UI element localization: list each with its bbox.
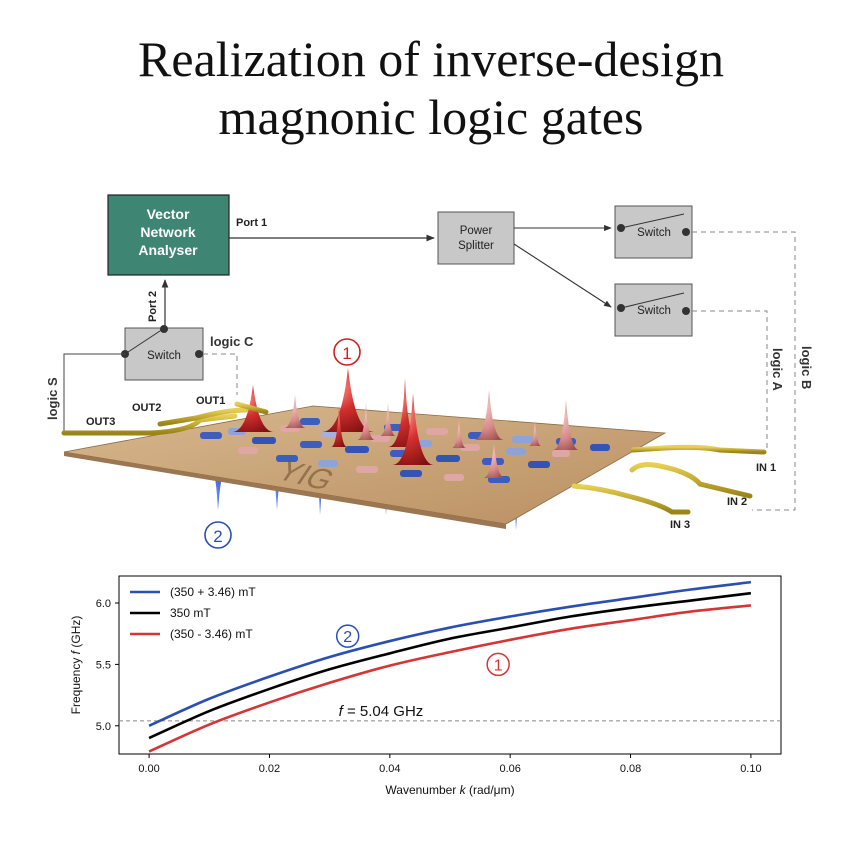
marker-2: 2 — [204, 521, 232, 549]
annotation-circle — [335, 624, 360, 648]
x-tick-label: 0.10 — [740, 763, 761, 775]
input-antennas — [571, 444, 767, 515]
out2-label: OUT2 — [132, 402, 161, 414]
annotation-circle — [486, 652, 510, 677]
port1-connection: Port 1 — [229, 217, 435, 242]
series-line — [148, 591, 752, 740]
in1-label: IN 1 — [756, 462, 776, 474]
plot-frame — [118, 575, 782, 755]
logic-c-label: logic C — [210, 334, 254, 349]
vna-label-line-3: Analyser — [138, 242, 198, 258]
reference-frequency-label: f = 5.04 GHz — [339, 703, 424, 720]
y-tick-label: 5.5 — [96, 659, 111, 671]
axis-ticks: 0.00 0.02 0.04 0.06 0.08 0.10 5.0 5.5 6.0 — [96, 598, 762, 775]
title-line-2: magnonic logic gates — [218, 89, 644, 145]
splitter-label-line-1: Power — [460, 225, 493, 237]
power-splitter: Power Splitter — [437, 211, 515, 265]
logic-s-line — [63, 353, 125, 432]
switch-b-label: Switch — [637, 305, 671, 317]
legend-label: 350 mT — [170, 606, 211, 620]
in3-label: IN 3 — [670, 519, 690, 531]
yig-slab-edge — [64, 452, 506, 529]
switch-logic-b: Switch — [614, 283, 693, 337]
logic-c-dashed-line — [203, 353, 238, 395]
vna-label-line-1: Vector — [147, 206, 190, 222]
in2-label: IN 2 — [727, 496, 747, 508]
x-tick-label: 0.02 — [259, 763, 280, 775]
legend-label: (350 - 3.46) mT — [170, 627, 253, 641]
output-antennas — [61, 401, 269, 436]
splitter-label-line-2: Splitter — [458, 240, 494, 252]
annotation-label: 2 — [343, 629, 352, 646]
switch-output-label: Switch — [147, 350, 181, 362]
annotation-label: 1 — [494, 657, 503, 674]
switch-logic-a: Switch — [614, 205, 693, 259]
series-lines — [148, 580, 752, 753]
port2-label: Port 2 — [147, 291, 159, 322]
page-title: Realization of inverse-design magnonic l… — [0, 30, 862, 146]
logic-a-dashed-line — [692, 310, 768, 450]
logic-b-label: logic B — [799, 346, 814, 389]
x-tick-label: 0.00 — [138, 763, 159, 775]
vna-label-line-2: Network — [140, 224, 195, 240]
marker-2-label: 2 — [213, 527, 222, 546]
vector-network-analyser: Vector Network Analyser — [107, 194, 230, 276]
series-line — [148, 580, 752, 727]
splitter-to-switch-b-arrow — [513, 243, 612, 308]
port1-label: Port 1 — [236, 217, 267, 229]
out1-label: OUT1 — [196, 395, 225, 407]
curve-annotations: 21 — [335, 624, 510, 677]
series-line — [148, 604, 752, 753]
y-tick-label: 6.0 — [96, 598, 111, 610]
x-tick-label: 0.08 — [620, 763, 641, 775]
logic-s-label: logic S — [45, 377, 60, 420]
title-line-1: Realization of inverse-design — [138, 31, 724, 87]
marker-1: 1 — [333, 338, 361, 366]
x-tick-label: 0.04 — [379, 763, 400, 775]
switch-a-label: Switch — [637, 227, 671, 239]
legend: (350 + 3.46) mT 350 mT (350 - 3.46) mT — [130, 585, 256, 641]
marker-1-label: 1 — [342, 344, 351, 363]
x-tick-label: 0.06 — [499, 763, 520, 775]
setup-diagram: Vector Network Analyser Port 1 Power Spl… — [45, 194, 814, 549]
y-axis-label: Frequency f (GHz) — [69, 616, 83, 715]
legend-label: (350 + 3.46) mT — [170, 585, 256, 599]
x-axis-label: Wavenumber k (rad/μm) — [385, 783, 514, 797]
logic-a-label: logic A — [770, 348, 785, 391]
y-tick-label: 5.0 — [96, 721, 111, 733]
out3-label: OUT3 — [86, 416, 115, 428]
